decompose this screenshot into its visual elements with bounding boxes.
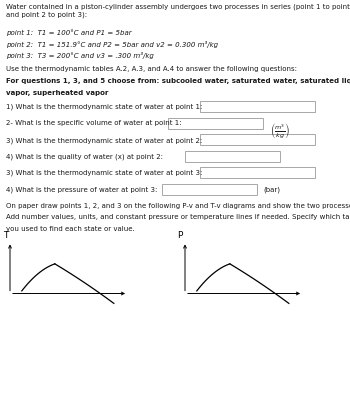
Text: 4) What is the quality of water (x) at point 2:: 4) What is the quality of water (x) at p… [6, 154, 163, 160]
Text: 3) What is the thermodynamic state of water at point 2:: 3) What is the thermodynamic state of wa… [6, 137, 202, 144]
Bar [168, 117, 263, 128]
Text: T: T [3, 231, 8, 241]
Text: Water contained in a piston-cylinder assembly undergoes two processes in series : Water contained in a piston-cylinder ass… [6, 3, 350, 18]
Text: Add number values, units, and constant pressure or temperature lines if needed. : Add number values, units, and constant p… [6, 215, 350, 221]
Text: (bar): (bar) [263, 186, 280, 193]
Text: Use the thermodynamic tables A.2, A.3, and A.4 to answer the following questions: Use the thermodynamic tables A.2, A.3, a… [6, 67, 297, 73]
Bar [200, 134, 315, 145]
Bar [162, 184, 257, 194]
Bar [200, 101, 315, 112]
Text: P: P [177, 231, 183, 241]
Bar [200, 167, 315, 178]
Text: 4) What is the pressure of water at point 3:: 4) What is the pressure of water at poin… [6, 186, 158, 193]
Text: vapor, superheated vapor: vapor, superheated vapor [6, 89, 108, 95]
Text: 1) What is the thermodynamic state of water at point 1:: 1) What is the thermodynamic state of wa… [6, 104, 202, 111]
Text: point 3:  T3 = 200°C and v3 = .300 m³/kg: point 3: T3 = 200°C and v3 = .300 m³/kg [6, 52, 154, 59]
Text: 2- What is the specific volume of water at point 1:: 2- What is the specific volume of water … [6, 120, 182, 126]
Bar [185, 150, 280, 162]
Text: point 2:  T1 = 151.9°C and P2 = 5bar and v2 = 0.300 m³/kg: point 2: T1 = 151.9°C and P2 = 5bar and … [6, 41, 218, 47]
Text: For questions 1, 3, and 5 choose from: subcooled water, saturated water, saturat: For questions 1, 3, and 5 choose from: s… [6, 78, 350, 84]
Text: 3) What is the thermodynamic state of water at point 3:: 3) What is the thermodynamic state of wa… [6, 170, 202, 176]
Text: you used to find each state or value.: you used to find each state or value. [6, 226, 135, 232]
Text: On paper draw points 1, 2, and 3 on the following P-v and T-v diagrams and show : On paper draw points 1, 2, and 3 on the … [6, 203, 350, 209]
Text: point 1:  T1 = 100°C and P1 = 5bar: point 1: T1 = 100°C and P1 = 5bar [6, 29, 132, 36]
Text: $\left(\frac{m^3}{kg}\right)$: $\left(\frac{m^3}{kg}\right)$ [270, 122, 290, 141]
